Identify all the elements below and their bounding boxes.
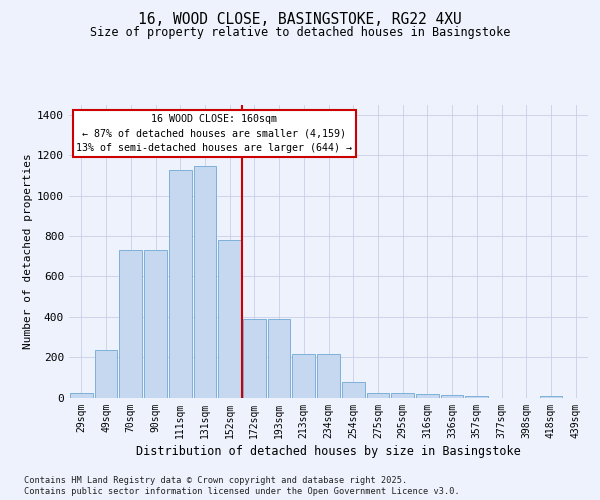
Text: 16, WOOD CLOSE, BASINGSTOKE, RG22 4XU: 16, WOOD CLOSE, BASINGSTOKE, RG22 4XU: [138, 12, 462, 28]
Text: Contains public sector information licensed under the Open Government Licence v3: Contains public sector information licen…: [24, 487, 460, 496]
Bar: [367, 394, 389, 398]
Bar: [243, 319, 266, 398]
Y-axis label: Number of detached properties: Number of detached properties: [23, 154, 33, 349]
Bar: [416, 394, 439, 398]
Bar: [218, 240, 241, 398]
Bar: [169, 170, 191, 398]
Bar: [268, 319, 290, 398]
Bar: [466, 396, 488, 398]
Bar: [317, 354, 340, 398]
Text: Size of property relative to detached houses in Basingstoke: Size of property relative to detached ho…: [90, 26, 510, 39]
Bar: [539, 396, 562, 398]
Bar: [292, 354, 315, 398]
Text: Contains HM Land Registry data © Crown copyright and database right 2025.: Contains HM Land Registry data © Crown c…: [24, 476, 407, 485]
Bar: [441, 396, 463, 398]
Bar: [194, 166, 216, 398]
Bar: [391, 394, 414, 398]
Bar: [119, 250, 142, 398]
X-axis label: Distribution of detached houses by size in Basingstoke: Distribution of detached houses by size …: [136, 444, 521, 458]
Bar: [342, 382, 365, 398]
Bar: [95, 350, 118, 398]
Text: 16 WOOD CLOSE: 160sqm
← 87% of detached houses are smaller (4,159)
13% of semi-d: 16 WOOD CLOSE: 160sqm ← 87% of detached …: [76, 114, 352, 154]
Bar: [144, 250, 167, 398]
Bar: [70, 394, 93, 398]
